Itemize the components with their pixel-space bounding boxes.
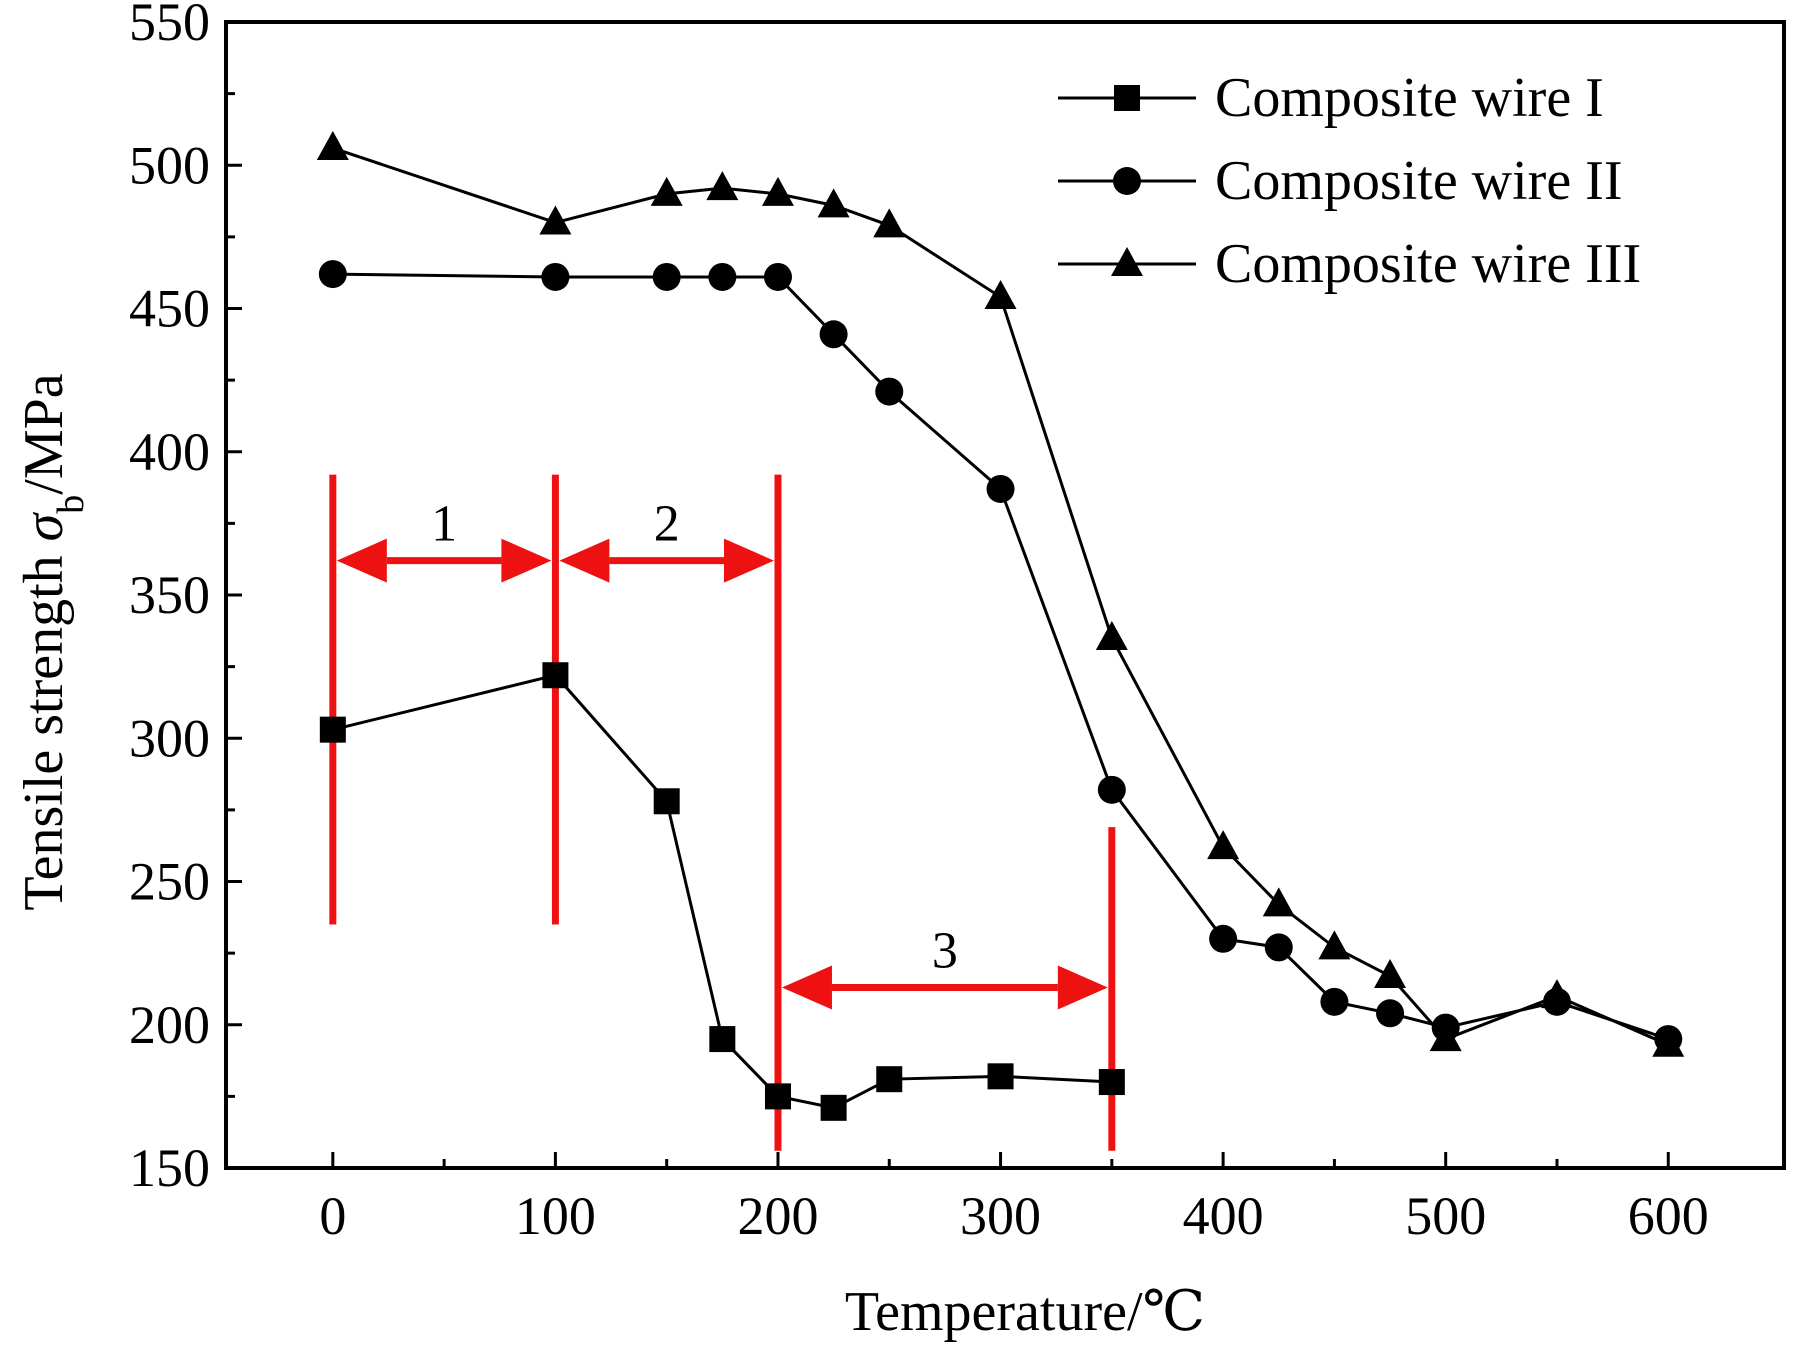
data-point xyxy=(764,1083,791,1110)
series-2 xyxy=(318,260,1683,1054)
data-point xyxy=(1376,999,1405,1028)
legend-entry: Composite wire III xyxy=(1058,233,1641,295)
series-line xyxy=(332,272,1669,1041)
data-point xyxy=(1095,620,1128,650)
region-label: 1 xyxy=(431,496,457,553)
legend-label: Composite wire II xyxy=(1215,150,1622,212)
y-tick-label: 350 xyxy=(129,565,210,625)
data-point xyxy=(1264,933,1293,962)
y-tick-label: 400 xyxy=(129,422,210,482)
x-tick-label: 200 xyxy=(737,1186,818,1246)
region-arrow-head-right xyxy=(1057,965,1108,1010)
data-point xyxy=(1097,775,1126,804)
y-axis-title: Tensile strength σb/MPa xyxy=(13,373,92,910)
legend-marker xyxy=(1111,247,1143,276)
series-1 xyxy=(319,662,1125,1121)
legend: Composite wire I Composite wire II Composi… xyxy=(1058,67,1641,295)
data-point xyxy=(987,1063,1014,1090)
x-tick-label: 600 xyxy=(1628,1186,1709,1246)
data-point xyxy=(1374,959,1407,989)
data-point xyxy=(1207,830,1240,860)
data-point xyxy=(875,377,904,406)
data-point xyxy=(650,176,683,206)
y-tick-label: 500 xyxy=(129,135,210,195)
data-point xyxy=(763,262,792,291)
data-point xyxy=(817,188,850,218)
data-point xyxy=(1652,1027,1685,1057)
data-point xyxy=(1318,930,1351,960)
x-tick-label: 300 xyxy=(960,1186,1041,1246)
data-point xyxy=(984,280,1017,310)
region-arrow-head-right xyxy=(723,538,774,583)
series-layer xyxy=(316,131,1685,1121)
legend-entry: Composite wire I xyxy=(1058,67,1604,129)
data-point xyxy=(873,208,906,238)
data-point xyxy=(1429,1022,1462,1052)
y-tick-label: 200 xyxy=(129,995,210,1055)
series-3 xyxy=(316,131,1685,1057)
x-tick-label: 500 xyxy=(1405,1186,1486,1246)
x-tick-label: 0 xyxy=(319,1186,346,1246)
y-tick-label: 550 xyxy=(129,0,210,52)
data-point xyxy=(1262,887,1295,917)
region-arrow-head-right xyxy=(501,538,552,583)
data-point xyxy=(1320,987,1349,1016)
data-point xyxy=(541,262,570,291)
temperature-region-annotations: 1 2 3 xyxy=(329,474,1116,1151)
data-point xyxy=(653,788,680,815)
data-point xyxy=(539,205,572,235)
data-point xyxy=(876,1066,903,1093)
y-tick-label: 450 xyxy=(129,279,210,339)
data-point xyxy=(709,1026,736,1053)
region-label: 3 xyxy=(932,923,958,980)
region-arrow-head-left xyxy=(336,538,387,583)
y-tick-label: 150 xyxy=(129,1138,210,1198)
data-point xyxy=(708,262,737,291)
data-point xyxy=(820,1094,847,1121)
data-point xyxy=(706,171,739,201)
data-point xyxy=(542,662,569,689)
region-arrow-head-left xyxy=(559,538,610,583)
y-tick-label: 250 xyxy=(129,852,210,912)
x-tick-label: 400 xyxy=(1183,1186,1264,1246)
x-tick-label: 100 xyxy=(515,1186,596,1246)
legend-marker xyxy=(1114,85,1140,111)
legend-marker xyxy=(1113,167,1141,195)
data-point xyxy=(819,320,848,349)
data-point xyxy=(1540,979,1573,1009)
legend-entry: Composite wire II xyxy=(1058,150,1622,212)
legend-label: Composite wire III xyxy=(1215,233,1641,295)
data-point xyxy=(318,260,347,289)
data-point xyxy=(761,176,794,206)
data-point xyxy=(1209,924,1238,953)
series-line xyxy=(332,146,1669,1047)
y-tick-label: 300 xyxy=(129,708,210,768)
legend-label: Composite wire I xyxy=(1215,67,1604,129)
data-point xyxy=(986,474,1015,503)
region-label: 2 xyxy=(654,496,680,553)
x-axis-title: Temperature/℃ xyxy=(845,1281,1205,1343)
data-point xyxy=(316,131,349,161)
data-point xyxy=(652,262,681,291)
axis-ticks: 0 100 200 300 400 500 600 150 200 250 300 350 400 450… xyxy=(129,0,1709,1246)
data-point xyxy=(319,716,346,743)
data-point xyxy=(1098,1069,1125,1096)
region-arrow-head-left xyxy=(781,965,832,1010)
